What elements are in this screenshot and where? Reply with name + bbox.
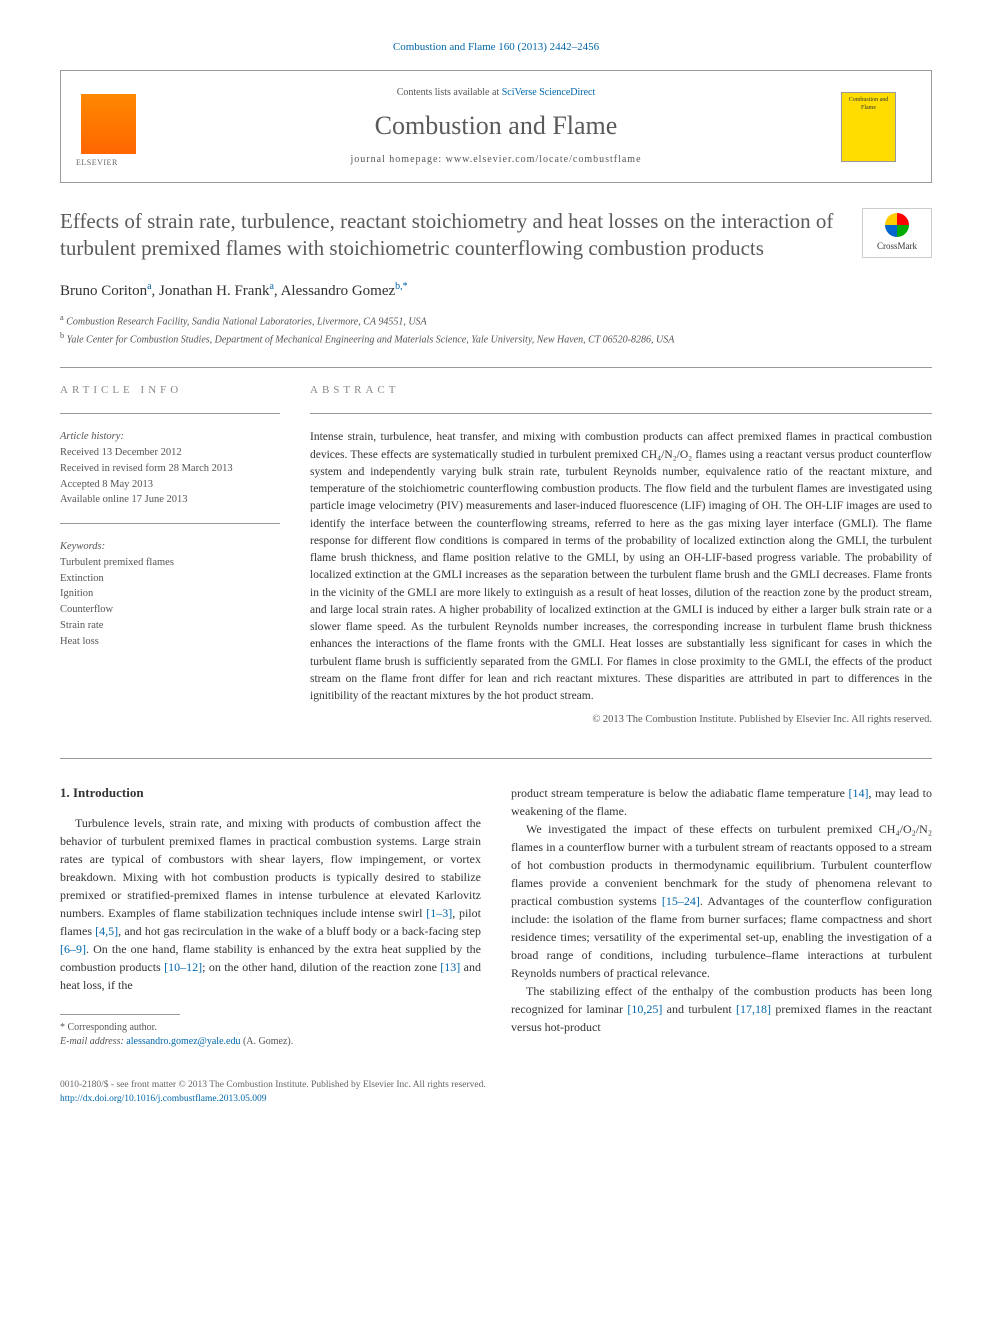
keyword: Ignition	[60, 586, 280, 602]
ref-link[interactable]: [4,5]	[95, 924, 118, 938]
crossmark-badge[interactable]: CrossMark	[862, 208, 932, 258]
info-abstract-row: article info Article history: Received 1…	[60, 383, 932, 728]
corresponding-footnote: * Corresponding author.	[60, 1021, 481, 1035]
email-footnote: E-mail address: alessandro.gomez@yale.ed…	[60, 1035, 481, 1049]
divider	[60, 367, 932, 368]
footnote-separator	[60, 1014, 180, 1015]
info-divider	[60, 413, 280, 414]
doi-link[interactable]: http://dx.doi.org/10.1016/j.combustflame…	[60, 1094, 266, 1104]
intro-paragraph-3: The stabilizing effect of the enthalpy o…	[511, 982, 932, 1036]
keyword: Extinction	[60, 571, 280, 587]
article-info-column: article info Article history: Received 1…	[60, 383, 280, 728]
authors-line: Bruno Coritona, Jonathan H. Franka, Ales…	[60, 280, 932, 302]
journal-homepage: journal homepage: www.elsevier.com/locat…	[151, 153, 841, 167]
citation-link[interactable]: Combustion and Flame 160 (2013) 2442–245…	[393, 41, 599, 53]
journal-header: Contents lists available at SciVerse Sci…	[60, 70, 932, 182]
ref-link[interactable]: [13]	[440, 960, 460, 974]
ref-link[interactable]: [1–3]	[426, 906, 452, 920]
info-divider	[60, 523, 280, 524]
keyword: Heat loss	[60, 634, 280, 650]
affiliation-a: a Combustion Research Facility, Sandia N…	[60, 312, 932, 329]
publisher-logo-area	[81, 94, 151, 159]
homepage-url[interactable]: www.elsevier.com/locate/combustflame	[446, 154, 642, 165]
journal-title: Combustion and Flame	[151, 108, 841, 144]
ref-link[interactable]: [17,18]	[736, 1002, 771, 1016]
ref-link[interactable]: [6–9]	[60, 942, 86, 956]
journal-cover-thumbnail: Combustion and Flame	[841, 92, 896, 162]
journal-cover-area: Combustion and Flame	[841, 92, 911, 162]
history-line: Available online 17 June 2013	[60, 492, 280, 508]
ref-link[interactable]: [10,25]	[627, 1002, 662, 1016]
body-column-right: product stream temperature is below the …	[511, 784, 932, 1049]
affiliations: a Combustion Research Facility, Sandia N…	[60, 312, 932, 347]
header-center: Contents lists available at SciVerse Sci…	[151, 86, 841, 166]
elsevier-logo	[81, 94, 136, 154]
crossmark-icon	[885, 213, 909, 237]
ref-link[interactable]: [10–12]	[164, 960, 202, 974]
keyword: Turbulent premixed flames	[60, 555, 280, 571]
section-1-heading: 1. Introduction	[60, 784, 481, 802]
keywords-label: Keywords:	[60, 539, 280, 555]
divider	[60, 758, 932, 759]
keyword: Counterflow	[60, 602, 280, 618]
article-title: Effects of strain rate, turbulence, reac…	[60, 208, 932, 263]
keyword: Strain rate	[60, 618, 280, 634]
abstract-copyright: © 2013 The Combustion Institute. Publish…	[310, 713, 932, 728]
article-history: Article history: Received 13 December 20…	[60, 429, 280, 508]
history-line: Received in revised form 28 March 2013	[60, 461, 280, 477]
top-citation: Combustion and Flame 160 (2013) 2442–245…	[60, 40, 932, 55]
body-columns: 1. Introduction Turbulence levels, strai…	[60, 784, 932, 1049]
intro-continuation: product stream temperature is below the …	[511, 784, 932, 820]
author-3: Alessandro Gomezb,*	[281, 283, 408, 299]
bottom-info: 0010-2180/$ - see front matter © 2013 Th…	[60, 1079, 932, 1106]
history-label: Article history:	[60, 429, 280, 445]
article-info-heading: article info	[60, 383, 280, 398]
email-link[interactable]: alessandro.gomez@yale.edu	[126, 1036, 240, 1047]
author-2: Jonathan H. Franka	[159, 283, 274, 299]
intro-paragraph-2: We investigated the impact of these effe…	[511, 820, 932, 982]
front-matter-line: 0010-2180/$ - see front matter © 2013 Th…	[60, 1079, 932, 1092]
body-column-left: 1. Introduction Turbulence levels, strai…	[60, 784, 481, 1049]
keywords-block: Keywords: Turbulent premixed flames Exti…	[60, 539, 280, 649]
abstract-divider	[310, 413, 932, 414]
abstract-column: abstract Intense strain, turbulence, hea…	[310, 383, 932, 728]
sciencedirect-link[interactable]: SciVerse ScienceDirect	[502, 87, 596, 98]
contents-line: Contents lists available at SciVerse Sci…	[151, 86, 841, 100]
abstract-text: Intense strain, turbulence, heat transfe…	[310, 429, 932, 705]
author-1: Bruno Coritona	[60, 283, 152, 299]
ref-link[interactable]: [15–24]	[662, 894, 700, 908]
history-line: Received 13 December 2012	[60, 445, 280, 461]
ref-link[interactable]: [14]	[848, 786, 868, 800]
affiliation-b: b Yale Center for Combustion Studies, De…	[60, 330, 932, 347]
history-line: Accepted 8 May 2013	[60, 477, 280, 493]
abstract-heading: abstract	[310, 383, 932, 398]
intro-paragraph: Turbulence levels, strain rate, and mixi…	[60, 814, 481, 994]
